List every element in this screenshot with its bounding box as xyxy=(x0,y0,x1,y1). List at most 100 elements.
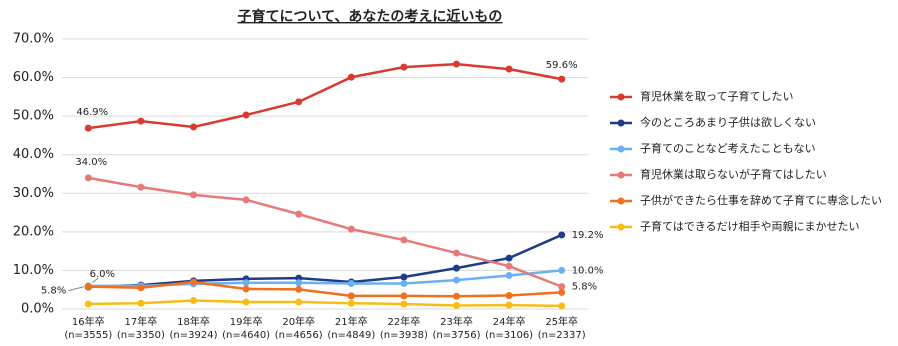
data-point xyxy=(558,288,566,296)
label-leader xyxy=(68,286,85,292)
y-tick-label: 70.0% xyxy=(13,32,54,47)
data-point xyxy=(242,298,250,306)
x-tick-sample: (n=4656) xyxy=(275,330,323,341)
data-point xyxy=(242,285,250,293)
data-point xyxy=(295,279,303,287)
data-point xyxy=(558,302,566,310)
x-tick-sample: (n=3350) xyxy=(117,330,165,341)
data-label: 46.9% xyxy=(76,107,108,118)
x-tick-sample: (n=3756) xyxy=(433,330,481,341)
data-point xyxy=(137,117,145,125)
data-point xyxy=(453,302,460,310)
data-point xyxy=(558,231,566,239)
data-point xyxy=(242,111,250,119)
x-tick-label: 16年卒 xyxy=(72,315,105,328)
legend-swatch-dot xyxy=(617,223,625,231)
data-point xyxy=(295,210,303,218)
data-point xyxy=(190,123,197,131)
y-tick-label: 10.0% xyxy=(13,263,54,278)
data-point xyxy=(505,262,513,270)
x-tick-sample: (n=3106) xyxy=(485,330,533,341)
data-label: 5.8% xyxy=(41,286,66,297)
data-point xyxy=(190,278,197,286)
series-line xyxy=(88,280,562,298)
legend-swatch-dot xyxy=(617,119,625,127)
data-point xyxy=(190,191,197,199)
data-point xyxy=(347,299,355,307)
x-tick-sample: (n=3938) xyxy=(380,330,428,341)
data-point xyxy=(400,63,408,71)
data-point xyxy=(453,249,460,257)
legend-swatch-dot xyxy=(617,171,625,179)
data-point xyxy=(400,300,408,308)
data-point xyxy=(137,299,145,307)
x-tick-sample: (n=3924) xyxy=(170,330,218,341)
legend-label: 子育てのことなど考えたこともない xyxy=(640,141,816,155)
x-tick-label: 25年卒 xyxy=(545,315,578,328)
data-point xyxy=(190,297,197,305)
series-line xyxy=(88,233,563,289)
data-label: 5.8% xyxy=(572,282,597,293)
legend-swatch-dot xyxy=(617,93,625,101)
y-tick-label: 60.0% xyxy=(13,70,54,85)
y-tick-label: 40.0% xyxy=(13,147,54,162)
data-point xyxy=(558,283,566,291)
data-point xyxy=(347,292,355,300)
legend-label: 育児休業は取らないが子育てはしたい xyxy=(640,167,827,181)
series-line xyxy=(88,299,562,308)
x-tick-label: 22年卒 xyxy=(388,315,421,328)
data-point xyxy=(400,273,408,281)
data-point xyxy=(347,73,355,81)
data-point xyxy=(505,292,513,299)
data-point xyxy=(400,292,408,300)
label-leader xyxy=(91,277,99,284)
data-point xyxy=(84,174,92,182)
x-tick-sample: (n=2337) xyxy=(538,330,586,341)
legend-label: 子育てはできるだけ相手や両親にまかせたい xyxy=(640,219,860,233)
y-tick-label: 0.0% xyxy=(21,302,54,317)
data-label: 6.0% xyxy=(90,269,115,280)
x-tick-label: 19年卒 xyxy=(230,315,263,328)
x-tick-label: 23年卒 xyxy=(440,315,473,328)
legend-label: 子供ができたら仕事を辞めて子育てに専念したい xyxy=(640,193,882,207)
x-tick-label: 24年卒 xyxy=(493,315,526,328)
x-tick-label: 21年卒 xyxy=(335,315,368,328)
legend-label: 今のところあまり子供は欲しくない xyxy=(640,115,816,129)
data-label: 19.2% xyxy=(572,230,604,241)
x-tick-sample: (n=4849) xyxy=(327,330,375,341)
data-point xyxy=(295,285,303,293)
data-point xyxy=(505,65,513,73)
data-point xyxy=(400,280,408,288)
data-point xyxy=(347,280,355,288)
x-tick-label: 20年卒 xyxy=(282,315,315,328)
data-point xyxy=(453,292,460,300)
data-point xyxy=(505,271,513,279)
y-tick-label: 50.0% xyxy=(13,109,54,124)
data-point xyxy=(295,98,303,106)
data-point xyxy=(137,284,145,292)
data-point xyxy=(453,264,460,272)
series-line xyxy=(88,176,563,288)
x-tick-sample: (n=4640) xyxy=(222,330,270,341)
data-point xyxy=(242,196,250,204)
data-point xyxy=(242,279,250,287)
data-point xyxy=(347,225,355,233)
data-point xyxy=(84,283,92,291)
series-line xyxy=(88,62,562,130)
y-tick-label: 20.0% xyxy=(13,224,54,239)
data-point xyxy=(558,75,566,83)
data-point xyxy=(400,236,408,244)
data-point xyxy=(137,183,145,191)
data-point xyxy=(453,276,460,284)
data-point xyxy=(84,300,92,308)
legend-swatch-dot xyxy=(617,197,625,205)
data-label: 34.0% xyxy=(75,157,107,168)
data-point xyxy=(84,124,92,132)
chart-title: 子育てについて、あなたの考えに近いもの xyxy=(238,8,503,25)
data-point xyxy=(505,301,513,309)
legend-label: 育児休業を取って子育てしたい xyxy=(640,89,793,103)
legend-swatch-dot xyxy=(617,145,625,153)
data-label: 59.6% xyxy=(546,60,578,71)
data-point xyxy=(505,254,513,262)
